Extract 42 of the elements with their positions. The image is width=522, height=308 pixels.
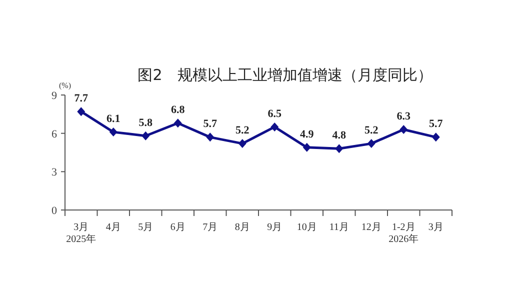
data-label: 6.8 — [171, 104, 186, 116]
data-label: 5.2 — [364, 124, 379, 137]
x-tick-label: 3月 2025年 — [66, 222, 96, 245]
data-label: 5.7 — [203, 118, 218, 130]
data-label: 6.1 — [106, 113, 120, 126]
data-label: 5.7 — [429, 118, 444, 130]
chart-title: 图2 规模以上工业增加值增速（月度同比） — [138, 66, 432, 84]
x-tick-label: 3月 — [428, 222, 444, 233]
y-tick-label: 0 — [52, 205, 58, 217]
x-tick-label: 12月 — [361, 222, 382, 233]
point — [174, 118, 182, 128]
point — [432, 132, 440, 142]
data-label: 5.8 — [138, 116, 153, 129]
point — [367, 139, 376, 148]
point — [302, 142, 311, 152]
data-label: 4.9 — [300, 128, 314, 140]
data-label: 5.2 — [236, 124, 250, 137]
x-tick-label: 10月 — [296, 222, 317, 233]
data-label: 6.5 — [268, 108, 282, 120]
data-label: 6.3 — [396, 110, 411, 122]
x-tick-label: 9月 — [267, 222, 282, 233]
x-tick-label: 5月 — [138, 222, 154, 233]
x-tick-label: 11月 — [329, 222, 349, 233]
data-label: 7.7 — [74, 92, 88, 105]
y-axis-title: (%) — [59, 81, 72, 90]
point — [206, 132, 214, 142]
y-tick-label: 9 — [52, 90, 58, 102]
x-tick-label: 6月 — [170, 222, 186, 233]
point — [142, 131, 150, 140]
y-tick-label: 3 — [52, 166, 58, 179]
point — [270, 122, 279, 132]
x-tick-label: 1-2月 2026年 — [388, 222, 419, 245]
point — [109, 128, 118, 137]
point — [77, 107, 86, 116]
y-tick-label: 6 — [52, 128, 58, 140]
point — [238, 139, 246, 148]
x-tick-label: 7月 — [202, 222, 218, 233]
point — [335, 144, 344, 154]
point — [400, 125, 408, 134]
data-label: 4.8 — [332, 130, 346, 142]
x-tick-label: 8月 — [234, 222, 250, 233]
x-tick-label: 4月 — [106, 222, 121, 233]
